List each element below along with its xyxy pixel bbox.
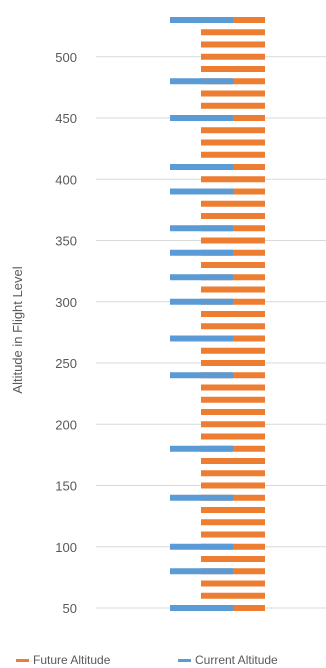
y-axis-title: Altitude in Flight Level [10,266,25,393]
future-altitude-bar [201,213,265,219]
current-altitude-bar [170,494,233,501]
future-altitude-bar [201,556,265,562]
future-altitude-bar [201,458,265,464]
future-altitude-bar [201,29,265,36]
y-tick-label: 400 [55,172,77,187]
future-altitude-bar [201,433,265,440]
future-altitude-bar [201,592,265,599]
y-tick-label: 300 [55,295,77,310]
future-altitude-bar [201,90,265,97]
current-altitude-bar [170,115,233,121]
current-altitude-bar [170,605,233,611]
future-altitude-bar [201,384,265,391]
current-altitude-bar [170,335,233,342]
future-altitude-bar [201,139,265,146]
y-tick-label: 150 [55,479,77,494]
current-altitude-bar [170,274,233,281]
y-tick-label: 100 [55,540,77,555]
y-tick-label: 500 [55,50,77,65]
future-altitude-bar [201,396,265,403]
future-altitude-bar [201,507,265,513]
future-altitude-bar [201,531,265,538]
current-altitude-bar [170,568,233,575]
legend-swatch-future [16,659,29,662]
current-altitude-bar [170,543,233,550]
legend-label-future: Future Altitude [33,653,111,667]
future-altitude-bar [201,41,265,48]
y-tick-label: 450 [55,111,77,126]
gridlines [96,56,326,609]
future-altitude-bar [201,262,265,268]
current-altitude-bar [170,225,233,232]
bars [170,17,265,611]
current-altitude-bar [170,298,233,305]
y-tick-label: 200 [55,417,77,432]
current-altitude-bar [170,188,233,195]
future-altitude-bar [201,360,265,366]
future-altitude-bar [201,53,265,60]
current-altitude-bar [170,372,233,379]
future-altitude-bar [201,580,265,587]
future-altitude-bar [201,409,265,415]
current-altitude-bar [170,78,233,85]
future-altitude-bar [201,127,265,134]
future-altitude-bar [201,237,265,244]
future-altitude-bar [201,286,265,293]
current-altitude-bar [170,17,233,23]
legend-label-current: Current Altitude [195,653,278,667]
legend-swatch-current [178,659,191,662]
legend: Future Altitude Current Altitude [16,653,278,667]
future-altitude-bar [201,200,265,207]
y-tick-labels: 50 100 150 200 250 300 350 400 450 500 [55,50,77,616]
future-altitude-bar [201,102,265,109]
current-altitude-bar [170,164,233,170]
current-altitude-bar [170,249,233,256]
y-tick-label: 350 [55,234,77,249]
future-altitude-bar [201,519,265,526]
y-tick-label: 50 [63,601,77,616]
future-altitude-bar [201,151,265,158]
future-altitude-bar [201,66,265,72]
current-altitude-bar [170,445,233,452]
future-altitude-bar [201,311,265,317]
future-altitude-bar [201,176,265,183]
future-altitude-bar [201,470,265,477]
future-altitude-bar [201,482,265,489]
future-altitude-bar [201,347,265,354]
y-tick-label: 250 [55,356,77,371]
future-altitude-bar [201,421,265,428]
future-altitude-bar [201,323,265,330]
